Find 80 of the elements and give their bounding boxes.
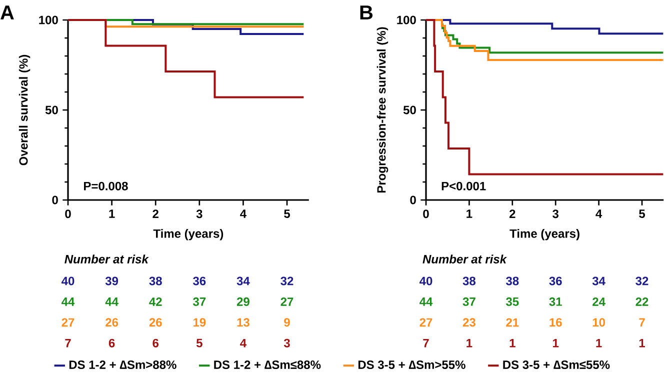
y-axis-title: Progression-free survival (%)	[376, 27, 388, 193]
x-tick-label: 5	[639, 210, 645, 218]
text: 19	[193, 318, 206, 327]
text: 40	[420, 276, 432, 286]
text: 1	[639, 338, 645, 348]
legend-label: DS 3-5 + ∆Sm>55%	[358, 360, 466, 369]
y-tick-label: 0	[410, 196, 416, 204]
text: 6	[108, 338, 115, 348]
text: 23	[462, 318, 476, 327]
text: 38	[149, 276, 162, 286]
annotation: P<0.001	[442, 182, 486, 190]
text: 9	[284, 318, 290, 327]
legend-label: DS 1-2 + ∆Sm>88%	[69, 360, 176, 369]
text: 5	[196, 338, 202, 348]
text: 27	[420, 318, 432, 327]
x-axis-title: Time (years)	[510, 229, 580, 240]
y-tick-label: 100	[397, 16, 416, 24]
text: 29	[236, 297, 250, 306]
text: 36	[549, 276, 562, 286]
y-tick-label: 0	[52, 196, 58, 204]
y-tick-label: 100	[39, 16, 58, 24]
text: 35	[506, 297, 519, 306]
x-tick-label: 4	[240, 210, 246, 218]
text: 21	[506, 318, 519, 327]
text: 34	[592, 276, 606, 286]
y-tick-label: 50	[403, 106, 416, 114]
text: 34	[236, 276, 250, 286]
text: Number at risk	[422, 254, 507, 264]
text: 22	[636, 297, 648, 306]
text: 39	[105, 276, 118, 286]
text: 1	[510, 338, 516, 348]
text: 24	[592, 297, 606, 306]
text: 37	[193, 297, 206, 306]
text: 44	[105, 298, 118, 306]
text: 44	[62, 298, 75, 306]
text: 3	[284, 338, 290, 348]
text: 16	[550, 318, 562, 327]
text: 7	[423, 338, 429, 348]
text: 36	[193, 276, 206, 286]
x-tick-label: 1	[109, 210, 115, 218]
text: Number at risk	[64, 254, 149, 264]
text: 40	[62, 276, 74, 286]
text: 6	[152, 338, 158, 348]
text: 1	[596, 338, 602, 348]
text: 32	[636, 276, 648, 286]
y-tick-label: 50	[45, 106, 58, 114]
x-tick-label: 2	[152, 210, 158, 218]
text: 4	[240, 338, 246, 348]
text: 26	[106, 318, 118, 327]
y-axis-title: Overall survival (%)	[18, 54, 30, 166]
legend-label: DS 3-5 + ∆Sm≤55%	[503, 360, 610, 369]
text: 38	[506, 276, 519, 286]
text: 10	[592, 318, 605, 327]
legend-label: DS 1-2 + ∆Sm≤88%	[214, 360, 321, 369]
text: 38	[462, 276, 476, 286]
text: 42	[149, 297, 162, 306]
text: 32	[280, 276, 294, 286]
chart-title: A	[0, 6, 14, 20]
text: 1	[466, 338, 472, 348]
text: 27	[280, 297, 294, 306]
x-tick-label: 0	[65, 210, 71, 218]
text: 1	[553, 338, 559, 348]
x-tick-label: 3	[196, 210, 202, 218]
text: 7	[65, 338, 71, 348]
x-tick-label: 4	[596, 210, 602, 218]
x-tick-label: 3	[552, 210, 558, 218]
text: 13	[237, 318, 250, 327]
text: 44	[420, 298, 433, 306]
text: 31	[549, 297, 562, 306]
chart-title: B	[360, 6, 373, 20]
x-tick-label: 2	[509, 210, 516, 218]
x-axis-title: Time (years)	[153, 229, 224, 240]
text: 27	[62, 318, 74, 327]
text: 37	[462, 297, 476, 306]
text: 7	[639, 318, 645, 327]
x-tick-label: 1	[466, 210, 472, 218]
x-tick-label: 5	[284, 210, 290, 218]
annotation: P=0.008	[84, 182, 128, 190]
x-tick-label: 0	[423, 210, 429, 218]
text: 26	[149, 318, 162, 327]
